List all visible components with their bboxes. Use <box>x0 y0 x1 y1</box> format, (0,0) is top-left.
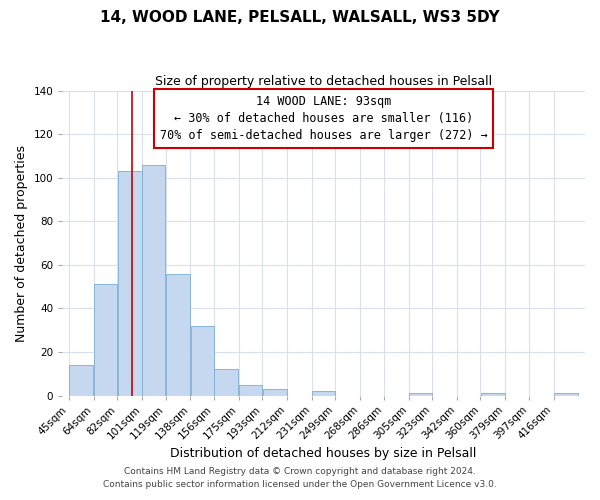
Bar <box>191 326 214 396</box>
Bar <box>481 394 505 396</box>
Y-axis label: Number of detached properties: Number of detached properties <box>15 144 28 342</box>
X-axis label: Distribution of detached houses by size in Pelsall: Distribution of detached houses by size … <box>170 447 477 460</box>
Text: 14 WOOD LANE: 93sqm
← 30% of detached houses are smaller (116)
70% of semi-detac: 14 WOOD LANE: 93sqm ← 30% of detached ho… <box>160 95 488 142</box>
Text: Contains HM Land Registry data © Crown copyright and database right 2024.
Contai: Contains HM Land Registry data © Crown c… <box>103 468 497 489</box>
Bar <box>554 394 578 396</box>
Bar <box>69 365 94 396</box>
Bar <box>312 391 335 396</box>
Bar <box>118 171 142 396</box>
Bar <box>214 370 238 396</box>
Bar <box>166 274 190 396</box>
Text: 14, WOOD LANE, PELSALL, WALSALL, WS3 5DY: 14, WOOD LANE, PELSALL, WALSALL, WS3 5DY <box>100 10 500 25</box>
Bar <box>239 384 262 396</box>
Title: Size of property relative to detached houses in Pelsall: Size of property relative to detached ho… <box>155 75 492 88</box>
Bar <box>409 394 432 396</box>
Bar <box>94 284 117 396</box>
Bar <box>142 164 165 396</box>
Bar <box>263 389 287 396</box>
